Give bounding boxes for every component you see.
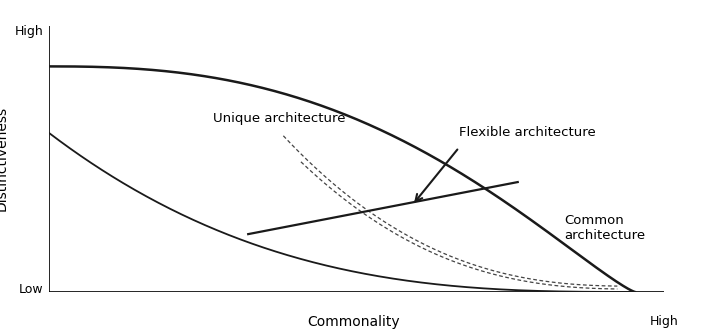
Text: High: High	[14, 25, 43, 38]
Text: Low: Low	[18, 283, 43, 295]
Text: Distinctiveness: Distinctiveness	[0, 106, 9, 212]
Text: Flexible architecture: Flexible architecture	[459, 126, 596, 139]
Text: Commonality: Commonality	[307, 315, 400, 329]
Text: Common
architecture: Common architecture	[564, 214, 646, 242]
Text: Unique architecture: Unique architecture	[213, 112, 346, 125]
Text: High: High	[650, 315, 678, 328]
